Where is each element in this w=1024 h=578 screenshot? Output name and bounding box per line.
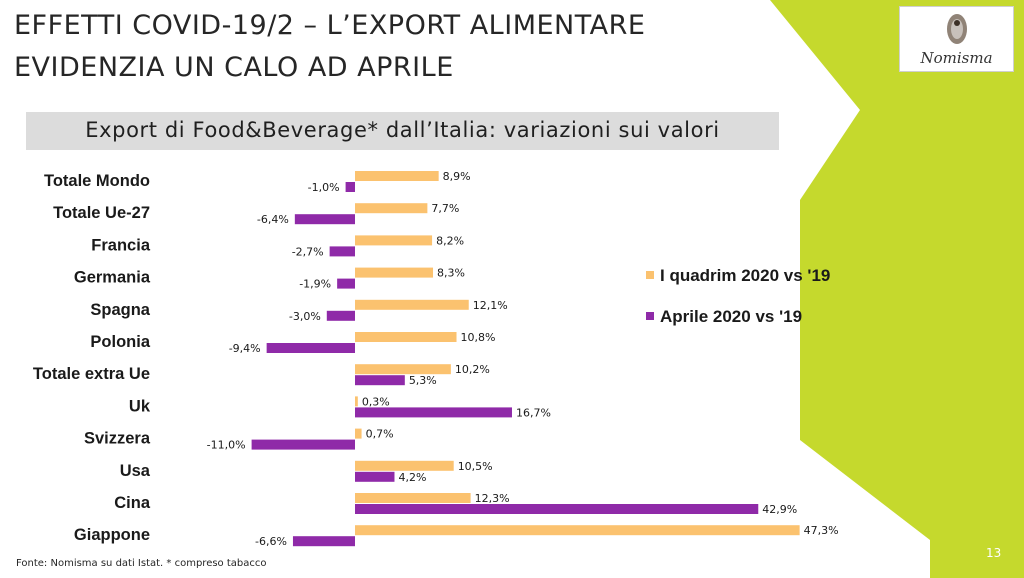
bar-quarter bbox=[355, 235, 433, 246]
category-label: Giappone bbox=[74, 526, 150, 544]
bar-quarter bbox=[355, 525, 800, 536]
nomisma-seal-icon bbox=[947, 14, 967, 44]
bar-april bbox=[292, 536, 355, 547]
value-label-april: 42,9% bbox=[762, 503, 797, 516]
value-label-april: 16,7% bbox=[516, 406, 551, 419]
category-labels: Totale Mondo Totale Ue-27 Francia Germania S… bbox=[33, 172, 151, 544]
category-label: Svizzera bbox=[84, 430, 151, 448]
value-label-quarter: 0,3% bbox=[362, 395, 390, 408]
value-labels: 8,9% -1,0% 7,7% -6,4% 8,2% -2,7% 8,3% -1,9% 12,1… bbox=[207, 170, 839, 548]
value-label-quarter: 7,7% bbox=[431, 202, 459, 215]
value-label-april: -11,0% bbox=[207, 439, 246, 452]
value-label-quarter: 8,9% bbox=[443, 170, 471, 183]
chart-subtitle: Export di Food&Beverage* dall’Italia: va… bbox=[85, 118, 720, 142]
value-label-april: -2,7% bbox=[292, 245, 324, 258]
category-label: Uk bbox=[129, 397, 151, 415]
value-label-quarter: 10,8% bbox=[461, 331, 496, 344]
bar-april bbox=[266, 343, 355, 353]
bar-quarter bbox=[355, 171, 439, 181]
legend-label-april: Aprile 2020 vs '19 bbox=[660, 307, 803, 326]
bar-april bbox=[355, 504, 759, 514]
value-label-april: -3,0% bbox=[289, 310, 321, 323]
value-label-quarter: 47,3% bbox=[804, 524, 839, 537]
category-label: Francia bbox=[91, 236, 151, 254]
category-label: Cina bbox=[114, 494, 151, 512]
bar-april bbox=[251, 439, 355, 450]
category-label: Germania bbox=[74, 269, 151, 287]
value-label-april: -6,4% bbox=[257, 213, 289, 226]
page-number: 13 bbox=[986, 546, 1002, 560]
value-label-april: -6,6% bbox=[255, 535, 287, 548]
legend-swatch-quarter bbox=[646, 271, 654, 279]
bar-april bbox=[355, 375, 405, 386]
bar-april bbox=[329, 246, 355, 257]
bar-quarter bbox=[355, 493, 471, 503]
chart-subtitle-box: Export di Food&Beverage* dall’Italia: va… bbox=[26, 112, 779, 150]
page-title-line-2: EVIDENZIA UN CALO AD APRILE bbox=[14, 52, 454, 83]
category-label: Totale Mondo bbox=[44, 172, 150, 190]
value-label-april: -1,9% bbox=[299, 278, 331, 291]
legend-label-quarter: I quadrim 2020 vs '19 bbox=[660, 266, 831, 285]
bar-quarter bbox=[355, 203, 428, 214]
nomisma-logo: Nomisma bbox=[899, 6, 1014, 72]
bar-quarter bbox=[355, 460, 454, 471]
source-footnote: Fonte: Nomisma su dati Istat. * compreso… bbox=[16, 558, 267, 569]
value-label-april: -9,4% bbox=[229, 342, 261, 355]
bar-quarter bbox=[355, 299, 469, 310]
category-label: Polonia bbox=[90, 333, 150, 351]
value-label-quarter: 10,5% bbox=[458, 460, 493, 473]
category-label: Totale Ue-27 bbox=[53, 204, 150, 222]
value-label-quarter: 8,3% bbox=[437, 267, 465, 280]
category-label: Spagna bbox=[90, 301, 150, 319]
bar-april bbox=[337, 278, 355, 289]
bar-april bbox=[326, 310, 355, 321]
bars bbox=[251, 171, 800, 547]
bar-quarter bbox=[355, 364, 451, 375]
value-label-quarter: 12,3% bbox=[475, 492, 510, 505]
page-title-line-1: EFFETTI COVID-19/2 – L’EXPORT ALIMENTARE bbox=[14, 10, 646, 41]
bar-april bbox=[294, 214, 355, 225]
bar-april bbox=[355, 471, 395, 482]
value-label-april: 5,3% bbox=[409, 374, 437, 387]
value-label-quarter: 8,2% bbox=[436, 234, 464, 247]
value-label-quarter: 0,7% bbox=[366, 428, 394, 441]
bar-quarter bbox=[355, 267, 434, 278]
value-label-quarter: 12,1% bbox=[473, 299, 508, 312]
bar-april bbox=[355, 407, 512, 418]
logo-wordmark: Nomisma bbox=[920, 49, 993, 67]
value-label-quarter: 10,2% bbox=[455, 363, 490, 376]
bar-quarter bbox=[355, 332, 457, 342]
bar-quarter bbox=[355, 396, 358, 407]
category-label: Totale extra Ue bbox=[33, 365, 150, 383]
category-label: Usa bbox=[120, 462, 151, 480]
legend-swatch-april bbox=[646, 312, 654, 320]
green-accent-shape bbox=[770, 0, 1024, 578]
bar-quarter bbox=[355, 428, 362, 439]
value-label-april: -1,0% bbox=[308, 181, 340, 194]
bar-april bbox=[345, 182, 355, 192]
value-label-april: 4,2% bbox=[398, 471, 426, 484]
